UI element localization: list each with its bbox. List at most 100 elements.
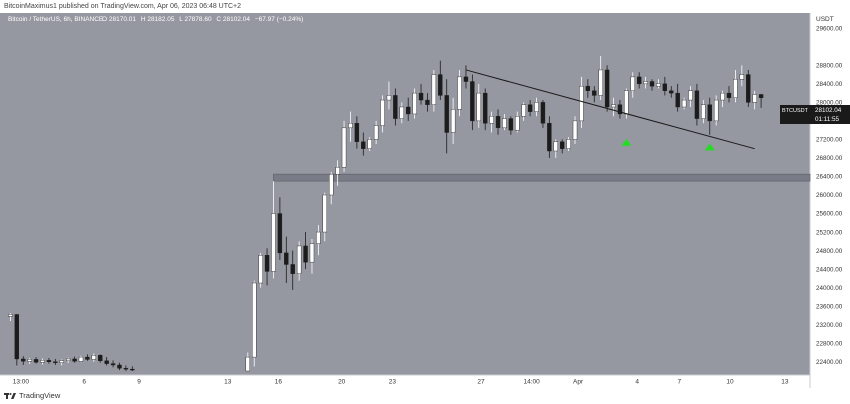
candle-body-28 <box>296 245 302 274</box>
price-tick-9: 25600.00 <box>816 211 843 218</box>
candle-body-77 <box>611 104 616 108</box>
candle-body-45 <box>406 106 411 115</box>
candle-body-98 <box>746 74 751 103</box>
candle-body-17 <box>117 364 122 369</box>
tradingview-brand[interactable]: TradingView <box>4 391 60 400</box>
candlestick-chart[interactable]: 29600.0028800.0028400.0028000.0027600.00… <box>0 13 850 388</box>
candle-body-90 <box>694 90 700 119</box>
candle-body-4 <box>33 359 39 363</box>
candle-body-89 <box>688 90 693 101</box>
candle-body-16 <box>110 363 116 366</box>
price-tick-14: 23600.00 <box>816 303 843 310</box>
candle-body-67 <box>547 123 552 152</box>
candle-body-88 <box>681 99 687 108</box>
candle-body-86 <box>669 90 674 94</box>
candle-body-95 <box>726 92 732 98</box>
candle-body-44 <box>399 106 404 119</box>
candle-body-69 <box>560 141 565 149</box>
time-tick-6: 23 <box>389 379 397 386</box>
candle-body-2 <box>21 358 26 362</box>
legend-symbol: Bitcoin / TetherUS, 6h, BINANCE <box>8 16 104 23</box>
candle-body-36 <box>348 123 353 129</box>
candles-layer <box>8 56 764 372</box>
candle-body-35 <box>341 127 347 168</box>
candle-body-64 <box>527 104 533 112</box>
candle-body-49 <box>431 74 437 105</box>
candle-body-58 <box>489 116 494 124</box>
candle-body-78 <box>617 104 623 115</box>
arrows-layer <box>621 138 715 151</box>
price-tick-15: 23200.00 <box>816 322 843 329</box>
candle-body-54 <box>463 76 469 82</box>
candle-body-80 <box>630 76 635 91</box>
candle-body-29 <box>303 245 308 263</box>
candle-body-8 <box>59 360 64 363</box>
candle-body-10 <box>72 358 77 362</box>
legend-close-label: C <box>216 16 221 23</box>
candle-body-99 <box>752 94 757 103</box>
time-tick-13: 13 <box>781 379 789 386</box>
legend-open-label: O <box>102 16 107 23</box>
time-tick-4: 16 <box>275 379 283 386</box>
candle-body-24 <box>271 213 276 272</box>
candle-body-39 <box>367 139 372 149</box>
candle-body-41 <box>380 99 385 126</box>
support-zone-layer <box>273 173 811 182</box>
chart-area[interactable]: 29600.0028800.0028400.0028000.0027600.00… <box>0 13 850 388</box>
price-tick-13: 24000.00 <box>816 285 843 292</box>
legend-low: 27878.60 <box>184 16 211 23</box>
price-tick-8: 26000.00 <box>816 192 843 199</box>
candle-body-85 <box>662 83 668 91</box>
candle-body-100 <box>758 94 764 98</box>
candle-body-47 <box>418 92 424 101</box>
tradingview-logo-icon <box>4 392 16 399</box>
bullish-arrow-0 <box>621 138 632 146</box>
time-tick-5: 20 <box>338 379 346 386</box>
candle-body-26 <box>284 252 289 265</box>
candle-body-42 <box>386 95 392 101</box>
candle-body-1 <box>14 314 20 360</box>
time-tick-8: 14:00 <box>523 379 540 386</box>
price-tick-11: 24800.00 <box>816 248 843 255</box>
candle-body-20 <box>245 356 250 372</box>
candle-body-76 <box>604 69 610 108</box>
candle-body-3 <box>27 359 32 362</box>
price-tick-16: 22800.00 <box>816 340 843 347</box>
last-price-countdown: 01:11:55 <box>815 116 840 123</box>
candle-body-63 <box>521 104 526 117</box>
time-tick-12: 10 <box>726 379 734 386</box>
support-zone <box>273 173 811 182</box>
candle-body-53 <box>457 76 462 110</box>
candle-body-55 <box>470 81 475 122</box>
candle-body-23 <box>264 255 270 272</box>
price-tick-2: 28400.00 <box>816 81 843 88</box>
candle-body-97 <box>739 74 745 80</box>
last-price-symbol: BTCUSDT <box>782 108 809 114</box>
candle-body-27 <box>290 264 295 274</box>
time-tick-9: Apr <box>573 379 584 386</box>
price-tick-5: 27200.00 <box>816 137 843 144</box>
candle-body-81 <box>636 76 642 85</box>
candle-body-0 <box>8 314 13 317</box>
candle-body-51 <box>444 95 449 133</box>
candle-body-94 <box>720 92 725 101</box>
candle-body-59 <box>495 116 501 129</box>
candle-body-57 <box>483 92 488 124</box>
trendline-layer <box>465 69 755 150</box>
candle-body-66 <box>540 102 546 124</box>
candle-body-72 <box>579 85 584 122</box>
publisher-text: BitcoinMaximus1 published on TradingView… <box>4 3 242 10</box>
candle-body-19 <box>130 368 135 371</box>
candle-body-79 <box>624 90 629 115</box>
legend-high-label: H <box>141 16 146 23</box>
bullish-arrow-1 <box>704 143 715 151</box>
legend-change: −67.97 (−0.24%) <box>255 16 303 23</box>
candle-body-30 <box>309 243 315 263</box>
candle-body-43 <box>393 95 398 119</box>
price-axis-background <box>810 13 850 388</box>
candle-body-6 <box>46 360 52 362</box>
candle-body-32 <box>322 194 327 233</box>
candle-body-87 <box>675 92 680 108</box>
candle-body-73 <box>585 85 591 91</box>
price-tick-0: 29600.00 <box>816 25 843 32</box>
